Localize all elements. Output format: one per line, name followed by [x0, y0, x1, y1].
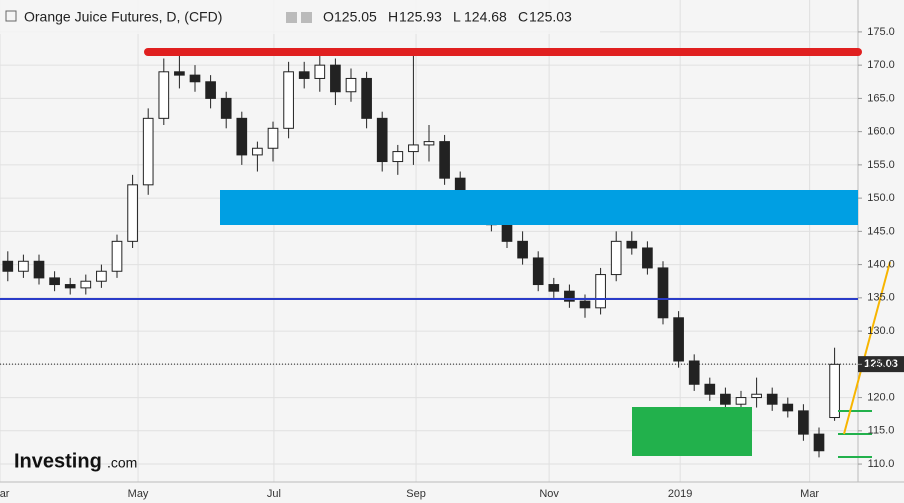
candle-body	[423, 141, 435, 146]
x-tick-label: Jul	[267, 488, 281, 500]
candle-body	[330, 64, 341, 93]
candle-body	[532, 257, 544, 286]
candle-body	[642, 247, 653, 269]
candle-body	[376, 117, 388, 163]
candle-body	[220, 97, 232, 119]
y-tick-label: 140.0	[867, 259, 895, 271]
ohlc-key: H	[388, 9, 398, 25]
y-tick-label: 115.0	[868, 425, 895, 437]
candle-body	[408, 144, 419, 153]
x-tick-label: Nov	[539, 488, 559, 500]
x-tick-label: Mar	[0, 488, 10, 500]
candle-body	[595, 274, 606, 309]
candle-body	[766, 393, 778, 405]
ohlc: O 125.05 H 125.93 L 124.68 C 125.03	[323, 9, 572, 25]
ohlc-value: 125.05	[334, 9, 377, 25]
candle-body	[64, 284, 76, 289]
y-tick-label: 160.0	[867, 126, 895, 138]
candle-body	[657, 267, 669, 319]
candle-body	[111, 240, 123, 272]
candle-body	[2, 260, 14, 272]
candle-body	[205, 81, 216, 99]
candle-body	[361, 77, 372, 119]
axis-labels: 110.0 115.0 120.0 125.0 130.0 135.0 140.0 145.0…	[0, 26, 895, 500]
ohlc-key: C	[518, 9, 528, 25]
collapse-icon[interactable]	[5, 10, 17, 22]
y-tick-label: 155.0	[867, 159, 895, 171]
last-price: 125.03	[0, 356, 904, 373]
ohlc-value: 125.93	[399, 9, 442, 25]
resistance-zone	[220, 190, 858, 225]
candle-body	[392, 151, 404, 163]
candle-body	[720, 393, 731, 405]
settings-icon[interactable]	[286, 12, 297, 23]
candle-body	[548, 284, 560, 292]
candle-body	[704, 383, 716, 395]
trend-arrow	[843, 261, 891, 435]
y-tick-label: 170.0	[867, 59, 895, 71]
ohlc-value: 124.68	[464, 9, 507, 25]
candle-body	[142, 117, 154, 186]
last-price-label: 125.03	[864, 358, 898, 370]
candle-body	[501, 224, 513, 242]
header-bg	[0, 0, 600, 34]
candle-body	[18, 260, 29, 272]
candle-body	[735, 397, 747, 405]
y-tick-label: 135.0	[867, 292, 895, 304]
y-tick-label: 110.0	[868, 458, 895, 470]
y-tick-label: 125.0	[867, 358, 895, 370]
x-tick-label: Sep	[406, 488, 426, 500]
candle-body	[267, 127, 279, 149]
x-tick-label: 2019	[668, 488, 692, 500]
candle-body	[517, 240, 528, 259]
candle-body	[579, 300, 591, 309]
candle-body	[158, 71, 170, 119]
candle-body	[610, 240, 622, 276]
candle-body	[236, 117, 248, 156]
x-tick-label: Mar	[800, 488, 819, 500]
candle-body	[33, 260, 45, 279]
brand: Investing	[14, 450, 102, 472]
candle-body	[96, 270, 107, 282]
ohlc-key: O	[323, 9, 334, 25]
settings-icon[interactable]	[301, 12, 312, 23]
candle-body	[751, 393, 762, 399]
candle-body	[782, 403, 794, 412]
candle-body	[283, 71, 294, 129]
candle-body	[564, 290, 575, 302]
candle-body	[439, 141, 450, 179]
chart-title: Orange Juice Futures, D, (CFD)	[24, 9, 222, 25]
candle-body	[174, 71, 185, 76]
support-zone	[632, 407, 752, 456]
ohlc-value: 125.03	[529, 9, 572, 25]
candle-body	[127, 184, 138, 242]
candle-body	[798, 410, 809, 435]
ohlc-key: L	[453, 9, 461, 25]
y-tick-label: 175.0	[867, 26, 895, 38]
candle-body	[298, 71, 310, 79]
candle-body	[252, 147, 263, 156]
y-tick-label: 150.0	[867, 192, 895, 204]
brand-suffix: .com	[107, 455, 137, 471]
x-tick-label: May	[128, 488, 149, 500]
y-tick-label: 120.0	[867, 391, 895, 403]
candle-body	[626, 240, 638, 249]
candle-body	[688, 360, 700, 385]
candle-body	[189, 74, 201, 83]
candle-body	[813, 433, 825, 452]
last-price-box	[858, 356, 904, 373]
candle-body	[80, 280, 92, 289]
candle-body	[829, 363, 840, 419]
candle-body	[673, 317, 684, 362]
candle-body	[49, 277, 60, 286]
y-tick-label: 130.0	[867, 325, 895, 337]
y-tick-label: 165.0	[867, 92, 895, 104]
candle-body	[345, 77, 357, 93]
y-tick-label: 145.0	[867, 225, 895, 237]
candle-body	[314, 64, 326, 79]
